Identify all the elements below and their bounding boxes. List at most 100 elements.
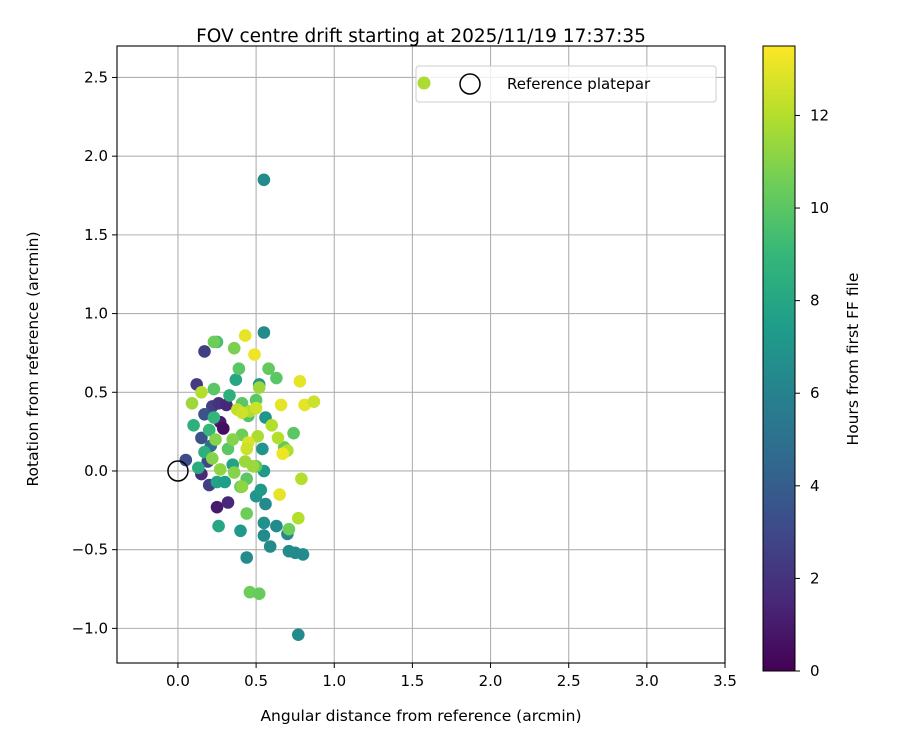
- reference-platepar-marker: [167, 460, 189, 482]
- data-point: [179, 453, 193, 467]
- data-point: [259, 497, 272, 511]
- x-tick-label: 3.5: [713, 672, 737, 690]
- x-tick-label: 0.0: [166, 672, 190, 690]
- data-point: [287, 426, 300, 440]
- data-point: [270, 371, 283, 385]
- colorbar-tick-label: 0: [810, 662, 820, 680]
- data-point: [221, 496, 235, 509]
- data-point: [240, 442, 253, 456]
- data-point: [276, 447, 290, 461]
- data-point: [207, 335, 221, 349]
- chart-title: FOV centre drift starting at 2025/11/19 …: [196, 26, 646, 47]
- data-point: [252, 381, 266, 394]
- data-point: [226, 433, 239, 446]
- y-tick-label: −0.5: [72, 541, 108, 559]
- data-points: [167, 173, 321, 641]
- colorbar-tick-label: 8: [810, 292, 820, 310]
- colorbar-label: Hours from first FF file: [844, 273, 862, 446]
- data-point: [257, 326, 271, 339]
- axes: 0.0 0.5 1.0 1.5 2.0 2.5 3.0 3.5 −1.0 −0.5 0.0 0.5 1.…: [72, 45, 737, 690]
- data-point: [209, 433, 222, 446]
- data-point: [202, 423, 216, 437]
- data-point: [246, 460, 260, 473]
- data-point: [274, 398, 288, 412]
- data-point: [220, 398, 233, 412]
- data-point: [218, 475, 232, 489]
- data-point: [212, 519, 225, 533]
- data-point: [217, 422, 230, 435]
- data-point: [248, 348, 261, 361]
- data-point: [195, 431, 208, 445]
- colorbar-gradient: [762, 45, 796, 672]
- data-point: [213, 463, 227, 476]
- legend-series-marker: [417, 76, 431, 90]
- data-point: [195, 386, 208, 399]
- colorbar: 0 2 4 6 8 10 12 Hours from first FF file: [762, 45, 862, 680]
- data-point: [227, 341, 241, 355]
- data-point: [270, 519, 283, 533]
- data-point: [256, 442, 269, 456]
- data-point: [257, 173, 271, 187]
- data-point: [232, 362, 246, 376]
- y-tick-label: 2.5: [84, 68, 108, 86]
- data-point: [257, 516, 271, 530]
- data-point: [221, 442, 235, 456]
- y-tick-label: 0.5: [84, 383, 108, 401]
- legend: Reference platepar: [415, 65, 717, 103]
- data-point: [295, 472, 308, 486]
- data-point: [265, 419, 279, 432]
- data-point: [271, 431, 285, 445]
- data-point: [235, 480, 249, 494]
- colorbar-tick-label: 6: [810, 384, 820, 402]
- data-point: [223, 389, 236, 402]
- data-point: [240, 551, 253, 564]
- y-tick-label: 0.0: [84, 462, 108, 480]
- y-tick-label: −1.0: [72, 619, 108, 637]
- data-point: [229, 373, 243, 387]
- data-point: [198, 345, 211, 358]
- data-point: [254, 483, 268, 497]
- y-tick-label: 1.5: [84, 226, 108, 244]
- colorbar-tick-label: 12: [810, 106, 829, 124]
- legend-frame: [415, 65, 717, 103]
- colorbar-tick-label: 2: [810, 569, 820, 587]
- data-point: [210, 500, 224, 514]
- data-point: [187, 419, 200, 432]
- colorbar-tick-label: 4: [810, 477, 820, 495]
- data-point: [282, 522, 296, 536]
- data-point: [273, 488, 286, 501]
- y-tick-label: 1.0: [84, 305, 108, 323]
- x-tick-label: 2.0: [479, 672, 503, 690]
- data-point: [296, 548, 310, 561]
- data-point: [192, 461, 205, 475]
- data-point: [292, 628, 305, 641]
- data-point: [227, 466, 241, 479]
- colorbar-ticks: 0 2 4 6 8 10 12: [795, 106, 829, 680]
- y-axis-label: Rotation from reference (arcmin): [24, 231, 42, 486]
- data-point: [234, 524, 247, 538]
- data-point: [307, 395, 321, 409]
- data-point: [263, 540, 277, 553]
- colorbar-tick-label: 10: [810, 199, 829, 217]
- data-point: [238, 329, 252, 342]
- x-axis-label: Angular distance from reference (arcmin): [260, 707, 581, 725]
- data-point: [257, 529, 271, 542]
- x-tick-label: 2.5: [557, 672, 581, 690]
- data-point: [249, 401, 263, 415]
- data-point: [235, 406, 249, 420]
- data-point: [262, 362, 275, 376]
- x-tick-label: 3.0: [635, 672, 659, 690]
- x-tick-label: 1.5: [400, 672, 424, 690]
- data-point: [185, 397, 199, 410]
- data-point: [292, 511, 305, 525]
- data-point: [243, 585, 257, 599]
- data-point: [252, 587, 266, 600]
- data-point: [207, 382, 221, 396]
- data-point: [251, 430, 264, 443]
- data-point: [293, 375, 307, 388]
- data-point: [240, 507, 253, 520]
- x-tick-label: 1.0: [322, 672, 346, 690]
- legend-label: Reference platepar: [507, 75, 651, 93]
- plot-frame: [116, 45, 726, 664]
